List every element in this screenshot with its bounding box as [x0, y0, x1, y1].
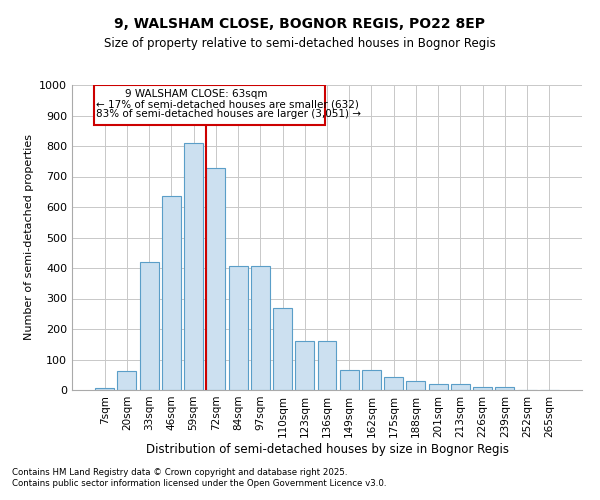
- Bar: [95, 388, 114, 390]
- Bar: [406, 381, 425, 390]
- Text: 83% of semi-detached houses are larger (3,051) →: 83% of semi-detached houses are larger (…: [96, 109, 361, 119]
- Bar: [317, 341, 337, 390]
- Text: Size of property relative to semi-detached houses in Bognor Regis: Size of property relative to semi-detach…: [104, 38, 496, 51]
- Bar: [229, 266, 248, 390]
- Bar: [384, 377, 403, 390]
- Bar: [118, 371, 136, 390]
- X-axis label: Distribution of semi-detached houses by size in Bognor Regis: Distribution of semi-detached houses by …: [146, 442, 509, 456]
- Bar: [140, 262, 158, 390]
- FancyBboxPatch shape: [94, 85, 325, 126]
- Y-axis label: Number of semi-detached properties: Number of semi-detached properties: [23, 134, 34, 340]
- Bar: [451, 384, 470, 390]
- Bar: [496, 387, 514, 390]
- Text: ← 17% of semi-detached houses are smaller (632): ← 17% of semi-detached houses are smalle…: [96, 99, 359, 109]
- Text: Contains HM Land Registry data © Crown copyright and database right 2025.
Contai: Contains HM Land Registry data © Crown c…: [12, 468, 386, 487]
- Text: 9, WALSHAM CLOSE, BOGNOR REGIS, PO22 8EP: 9, WALSHAM CLOSE, BOGNOR REGIS, PO22 8EP: [115, 18, 485, 32]
- Bar: [362, 370, 381, 390]
- Bar: [340, 370, 359, 390]
- Bar: [295, 341, 314, 390]
- Bar: [473, 387, 492, 390]
- Bar: [162, 196, 181, 390]
- Bar: [429, 384, 448, 390]
- Bar: [206, 168, 225, 390]
- Text: 9 WALSHAM CLOSE: 63sqm: 9 WALSHAM CLOSE: 63sqm: [125, 90, 268, 100]
- Bar: [251, 266, 270, 390]
- Bar: [273, 308, 292, 390]
- Bar: [184, 143, 203, 390]
